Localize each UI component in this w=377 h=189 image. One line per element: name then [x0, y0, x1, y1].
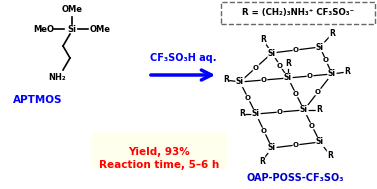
Text: MeO: MeO — [34, 25, 55, 33]
Text: O: O — [277, 63, 283, 68]
Text: NH₂: NH₂ — [48, 74, 66, 83]
Text: Si: Si — [316, 138, 324, 146]
Text: Si: Si — [67, 25, 77, 33]
Text: R: R — [329, 29, 335, 39]
Text: O: O — [293, 142, 299, 148]
Text: Si: Si — [236, 77, 244, 87]
Text: R: R — [316, 105, 322, 115]
Text: Si: Si — [316, 43, 324, 51]
Text: O: O — [277, 109, 283, 115]
Text: O: O — [293, 91, 299, 97]
Text: O: O — [309, 123, 315, 129]
Text: O: O — [293, 47, 299, 53]
Text: Reaction time, 5–6 h: Reaction time, 5–6 h — [99, 160, 219, 170]
Text: O: O — [261, 77, 267, 83]
Text: OAP-POSS-CF₃SO₃: OAP-POSS-CF₃SO₃ — [246, 173, 344, 183]
Text: APTMOS: APTMOS — [13, 95, 63, 105]
Text: Si: Si — [300, 105, 308, 115]
Text: O: O — [315, 89, 321, 95]
Text: OMe: OMe — [89, 25, 110, 33]
Text: CF₃SO₃H aq.: CF₃SO₃H aq. — [150, 53, 216, 63]
Text: R: R — [223, 75, 229, 84]
Text: Yield, 93%: Yield, 93% — [128, 147, 190, 157]
Text: R: R — [259, 156, 265, 166]
FancyBboxPatch shape — [221, 2, 375, 24]
Text: R: R — [344, 67, 350, 77]
Text: O: O — [245, 95, 251, 101]
Text: R: R — [260, 36, 266, 44]
Text: R: R — [239, 109, 245, 119]
Text: Si: Si — [268, 49, 276, 57]
Text: Si: Si — [328, 70, 336, 78]
Text: O: O — [253, 64, 259, 70]
FancyBboxPatch shape — [92, 132, 227, 170]
Text: O: O — [261, 128, 267, 134]
Text: O: O — [307, 73, 313, 79]
Text: Si: Si — [284, 74, 292, 83]
Text: Si: Si — [268, 143, 276, 153]
Text: R = (CH₂)₃NH₃⁺ CF₃SO₃⁻: R = (CH₂)₃NH₃⁺ CF₃SO₃⁻ — [242, 9, 354, 18]
Text: OMe: OMe — [61, 5, 83, 15]
Text: O: O — [323, 57, 329, 64]
Text: R: R — [327, 150, 333, 160]
Text: Si: Si — [252, 109, 260, 119]
Text: R: R — [285, 60, 291, 68]
